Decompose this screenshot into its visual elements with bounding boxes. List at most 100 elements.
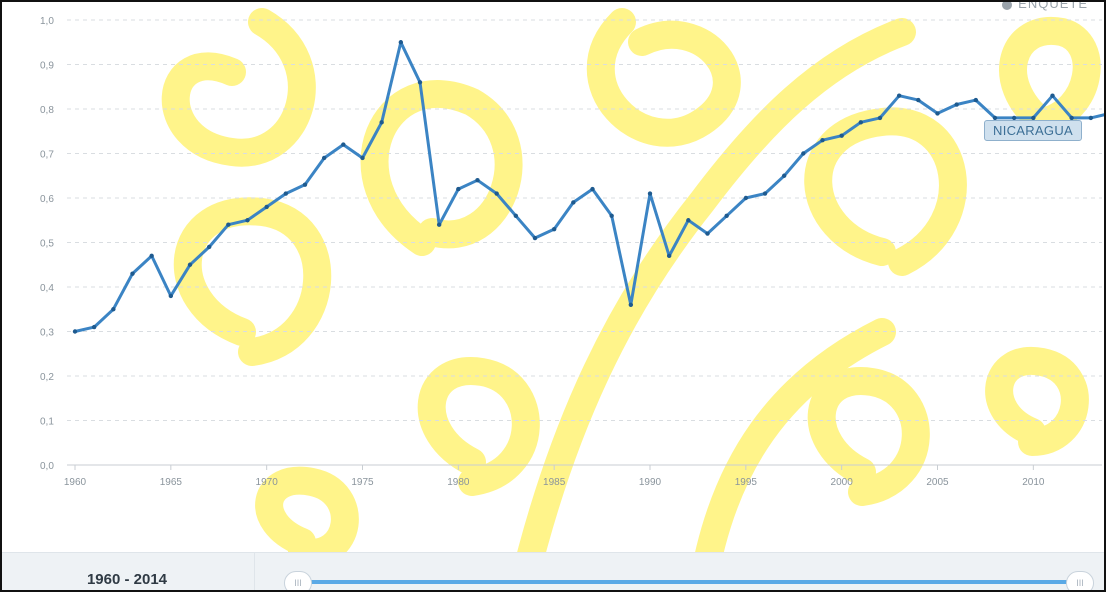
watermark-swirl: [586, 8, 741, 147]
y-tick-label: 0,1: [40, 417, 54, 428]
data-point[interactable]: [226, 222, 231, 227]
data-point[interactable]: [91, 324, 97, 330]
data-point[interactable]: [1011, 115, 1017, 121]
data-point[interactable]: [1031, 115, 1036, 121]
data-point[interactable]: [705, 231, 710, 236]
watermark-swirl: [255, 466, 359, 567]
data-point[interactable]: [245, 218, 250, 223]
x-tick-label: 2000: [831, 477, 854, 488]
data-point[interactable]: [877, 115, 883, 121]
data-point[interactable]: [992, 115, 998, 121]
y-tick-label: 0,3: [40, 328, 54, 339]
data-point[interactable]: [187, 262, 193, 267]
data-point[interactable]: [551, 226, 557, 232]
y-tick-label: 1,0: [40, 16, 54, 27]
data-point[interactable]: [801, 151, 806, 156]
x-tick-label: 2010: [1022, 477, 1045, 488]
y-tick-label: 0,4: [40, 283, 54, 294]
series-nicaragua: [72, 40, 1104, 334]
x-tick-label: 1970: [256, 477, 279, 488]
data-point[interactable]: [628, 302, 634, 307]
watermark-swirl: [173, 197, 332, 366]
watermark-swirl: [804, 107, 967, 276]
data-point[interactable]: [896, 93, 902, 98]
y-axis-ticks: 0,0 0,1 0,2 0,3 0,4 0,5 0,6 0,7 0,8 0,9 1,0: [40, 16, 54, 472]
data-point[interactable]: [973, 97, 979, 103]
watermark-trunk: [508, 18, 916, 590]
y-tick-label: 0,7: [40, 150, 54, 161]
x-tick-label: 1975: [351, 477, 374, 488]
data-point[interactable]: [360, 155, 365, 161]
data-point[interactable]: [321, 155, 327, 161]
y-tick-label: 0,6: [40, 194, 54, 205]
watermark-swirl: [985, 346, 1089, 456]
y-tick-label: 0,5: [40, 239, 54, 250]
x-tick-label: 2005: [926, 477, 949, 488]
data-point[interactable]: [762, 191, 768, 196]
range-slider-track[interactable]: [298, 580, 1080, 584]
data-point[interactable]: [647, 191, 653, 196]
data-point[interactable]: [532, 235, 538, 241]
data-point[interactable]: [130, 271, 135, 276]
legend-label: ENQUETE: [1018, 0, 1088, 11]
x-axis-ticks: 1960 1965 1970 1975 1980 1985 1990 1995 2000 2005…: [64, 465, 1045, 488]
data-point[interactable]: [1050, 93, 1055, 98]
data-point[interactable]: [264, 204, 269, 210]
data-point[interactable]: [149, 253, 154, 259]
data-point[interactable]: [456, 186, 461, 192]
data-point[interactable]: [609, 213, 614, 218]
divider: [254, 553, 255, 590]
data-point[interactable]: [839, 133, 844, 138]
data-point[interactable]: [666, 253, 672, 259]
y-tick-label: 0,9: [40, 61, 54, 72]
x-tick-label: 1990: [639, 477, 662, 488]
data-point[interactable]: [341, 142, 346, 147]
y-tick-label: 0,0: [40, 461, 54, 472]
data-point[interactable]: [781, 173, 787, 178]
range-slider-start-handle[interactable]: III: [284, 571, 312, 590]
y-tick-label: 0,8: [40, 105, 54, 116]
watermark-swirl: [417, 357, 540, 496]
x-tick-label: 1995: [735, 477, 758, 488]
data-point[interactable]: [168, 293, 174, 299]
data-point[interactable]: [398, 40, 404, 45]
data-point[interactable]: [686, 218, 691, 223]
data-point[interactable]: [475, 178, 480, 183]
x-tick-label: 1965: [160, 477, 183, 488]
data-point[interactable]: [1088, 115, 1094, 121]
data-point[interactable]: [302, 182, 308, 187]
data-point[interactable]: [379, 120, 384, 125]
x-tick-label: 1960: [64, 477, 87, 488]
legend-dot-icon: [1002, 2, 1013, 10]
data-point[interactable]: [916, 97, 921, 103]
data-point[interactable]: [436, 222, 442, 227]
range-slider-end-handle[interactable]: III: [1066, 571, 1094, 590]
data-point[interactable]: [494, 191, 499, 196]
watermark-swirl: [807, 367, 930, 506]
series-tooltip: NICARAGUA: [984, 120, 1082, 141]
range-bar: 1960 - 2014 III III: [2, 552, 1104, 590]
data-point[interactable]: [1069, 115, 1074, 121]
data-point[interactable]: [724, 213, 729, 218]
data-point[interactable]: [283, 191, 289, 196]
data-point[interactable]: [858, 120, 864, 125]
data-point[interactable]: [820, 137, 825, 143]
legend-item[interactable]: ENQUETE: [1002, 0, 1088, 11]
range-label: 1960 - 2014: [86, 571, 168, 588]
data-point[interactable]: [571, 200, 576, 205]
data-point[interactable]: [935, 111, 940, 116]
watermark-trunk: [688, 318, 896, 590]
data-point[interactable]: [590, 186, 595, 192]
data-point[interactable]: [111, 307, 116, 312]
data-point[interactable]: [513, 213, 519, 218]
data-point[interactable]: [206, 244, 212, 250]
data-point[interactable]: [954, 102, 959, 107]
x-tick-label: 1980: [447, 477, 470, 488]
swirl-watermark: [161, 8, 1101, 590]
y-gridlines: [67, 19, 1102, 466]
data-point[interactable]: [417, 80, 423, 85]
data-point[interactable]: [743, 195, 749, 201]
data-point[interactable]: [72, 329, 78, 334]
